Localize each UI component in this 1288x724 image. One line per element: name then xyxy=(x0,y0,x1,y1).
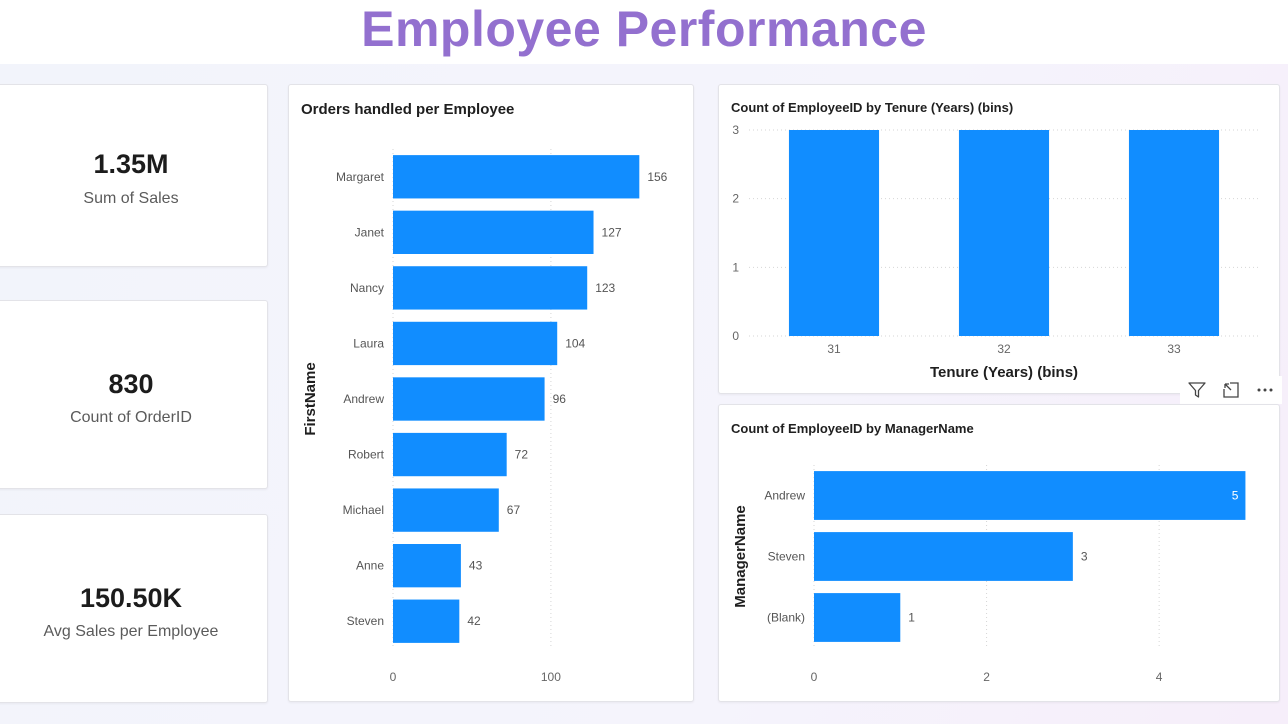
y-tick-label: Robert xyxy=(348,448,385,462)
x-tick-label: 2 xyxy=(983,670,990,684)
y-axis-title: ManagerName xyxy=(732,505,749,608)
bar xyxy=(788,130,880,336)
y-tick-label: Janet xyxy=(355,225,385,239)
y-tick-label: Andrew xyxy=(343,392,384,406)
bar xyxy=(958,130,1050,336)
kpi-card-orders[interactable]: 830 Count of OrderID xyxy=(0,300,268,489)
chart-title: Count of EmployeeID by Tenure (Years) (b… xyxy=(731,100,1014,115)
y-tick-label: Andrew xyxy=(764,489,805,503)
bar xyxy=(814,532,1073,581)
bar xyxy=(393,210,594,254)
bar xyxy=(393,432,507,477)
orders-chart: 0 100 Margaret 156 Janet 127 Nancy 123 Laura 104 A… xyxy=(302,149,668,684)
bar xyxy=(393,266,588,310)
bar xyxy=(393,488,499,532)
y-tick-label: Michael xyxy=(343,503,384,517)
y-tick-label: 1 xyxy=(732,260,739,274)
chart-title: Orders handled per Employee xyxy=(301,101,515,118)
data-label: 42 xyxy=(467,614,481,628)
y-tick-label: Steven xyxy=(347,614,384,628)
data-label: 5 xyxy=(1232,489,1239,503)
kpi-value: 150.50K xyxy=(79,583,183,613)
tenure-chart-card[interactable]: Count of EmployeeID by Tenure (Years) (b… xyxy=(718,84,1280,394)
y-tick-label: 2 xyxy=(732,192,739,206)
kpi-label: Sum of Sales xyxy=(83,190,179,207)
x-axis-title: Tenure (Years) (bins) xyxy=(930,364,1078,381)
x-tick-label: 33 xyxy=(1167,342,1181,356)
data-label: 156 xyxy=(647,170,667,184)
bar xyxy=(393,544,461,588)
kpi-value: 1.35M xyxy=(93,149,169,179)
x-tick-label: 0 xyxy=(811,670,818,684)
bar xyxy=(1128,130,1220,336)
bar xyxy=(814,593,901,642)
focus-mode-icon[interactable] xyxy=(1219,378,1243,402)
x-tick-label: 100 xyxy=(541,670,561,684)
more-options-icon[interactable] xyxy=(1253,378,1277,402)
y-tick-label: 3 xyxy=(732,123,739,137)
x-tick-label: 4 xyxy=(1156,670,1163,684)
page-title: Employee Performance xyxy=(361,1,927,57)
y-tick-label: Anne xyxy=(356,559,384,573)
y-tick-label: (Blank) xyxy=(767,611,805,625)
kpi-label: Avg Sales per Employee xyxy=(43,623,219,640)
bar xyxy=(393,321,558,366)
chart-title: Count of EmployeeID by ManagerName xyxy=(731,421,974,436)
bar xyxy=(393,155,640,199)
visual-header-toolbar xyxy=(1180,376,1282,404)
x-tick-label: 0 xyxy=(390,670,397,684)
y-axis-title: FirstName xyxy=(302,362,319,435)
y-tick-label: Nancy xyxy=(350,281,384,295)
data-label: 67 xyxy=(507,503,521,517)
tenure-chart: 0 1 2 3 31 32 33 Tenure (Years) (bins) xyxy=(732,123,1259,381)
filter-icon[interactable] xyxy=(1185,378,1209,402)
kpi-label: Count of OrderID xyxy=(70,409,192,426)
x-tick-label: 32 xyxy=(997,342,1011,356)
kpi-card-sales[interactable]: 1.35M Sum of Sales xyxy=(0,84,268,267)
y-tick-label: Margaret xyxy=(336,170,385,184)
x-tick-label: 31 xyxy=(827,342,841,356)
data-label: 43 xyxy=(469,559,483,573)
orders-chart-card[interactable]: Orders handled per Employee 0 100 Margaret… xyxy=(288,84,694,702)
y-tick-label: 0 xyxy=(732,329,739,343)
manager-chart-card[interactable]: Count of EmployeeID by ManagerName 0 2 4 An… xyxy=(718,404,1280,702)
manager-chart: 0 2 4 Andrew 5 Steven 3 (Blank) 1 ManagerName xyxy=(732,465,1246,684)
kpi-value: 830 xyxy=(108,369,154,399)
y-tick-label: Laura xyxy=(353,336,384,350)
data-label: 3 xyxy=(1081,550,1088,564)
data-label: 72 xyxy=(515,448,529,462)
kpi-card-avg-sales[interactable]: 150.50K Avg Sales per Employee xyxy=(0,514,268,703)
y-tick-label: Steven xyxy=(768,550,805,564)
data-label: 1 xyxy=(908,611,915,625)
bar xyxy=(814,471,1246,520)
data-label: 127 xyxy=(602,225,622,239)
data-label: 123 xyxy=(595,281,615,295)
bar xyxy=(393,377,545,421)
data-label: 104 xyxy=(565,336,585,350)
bar xyxy=(393,599,460,643)
data-label: 96 xyxy=(553,392,567,406)
